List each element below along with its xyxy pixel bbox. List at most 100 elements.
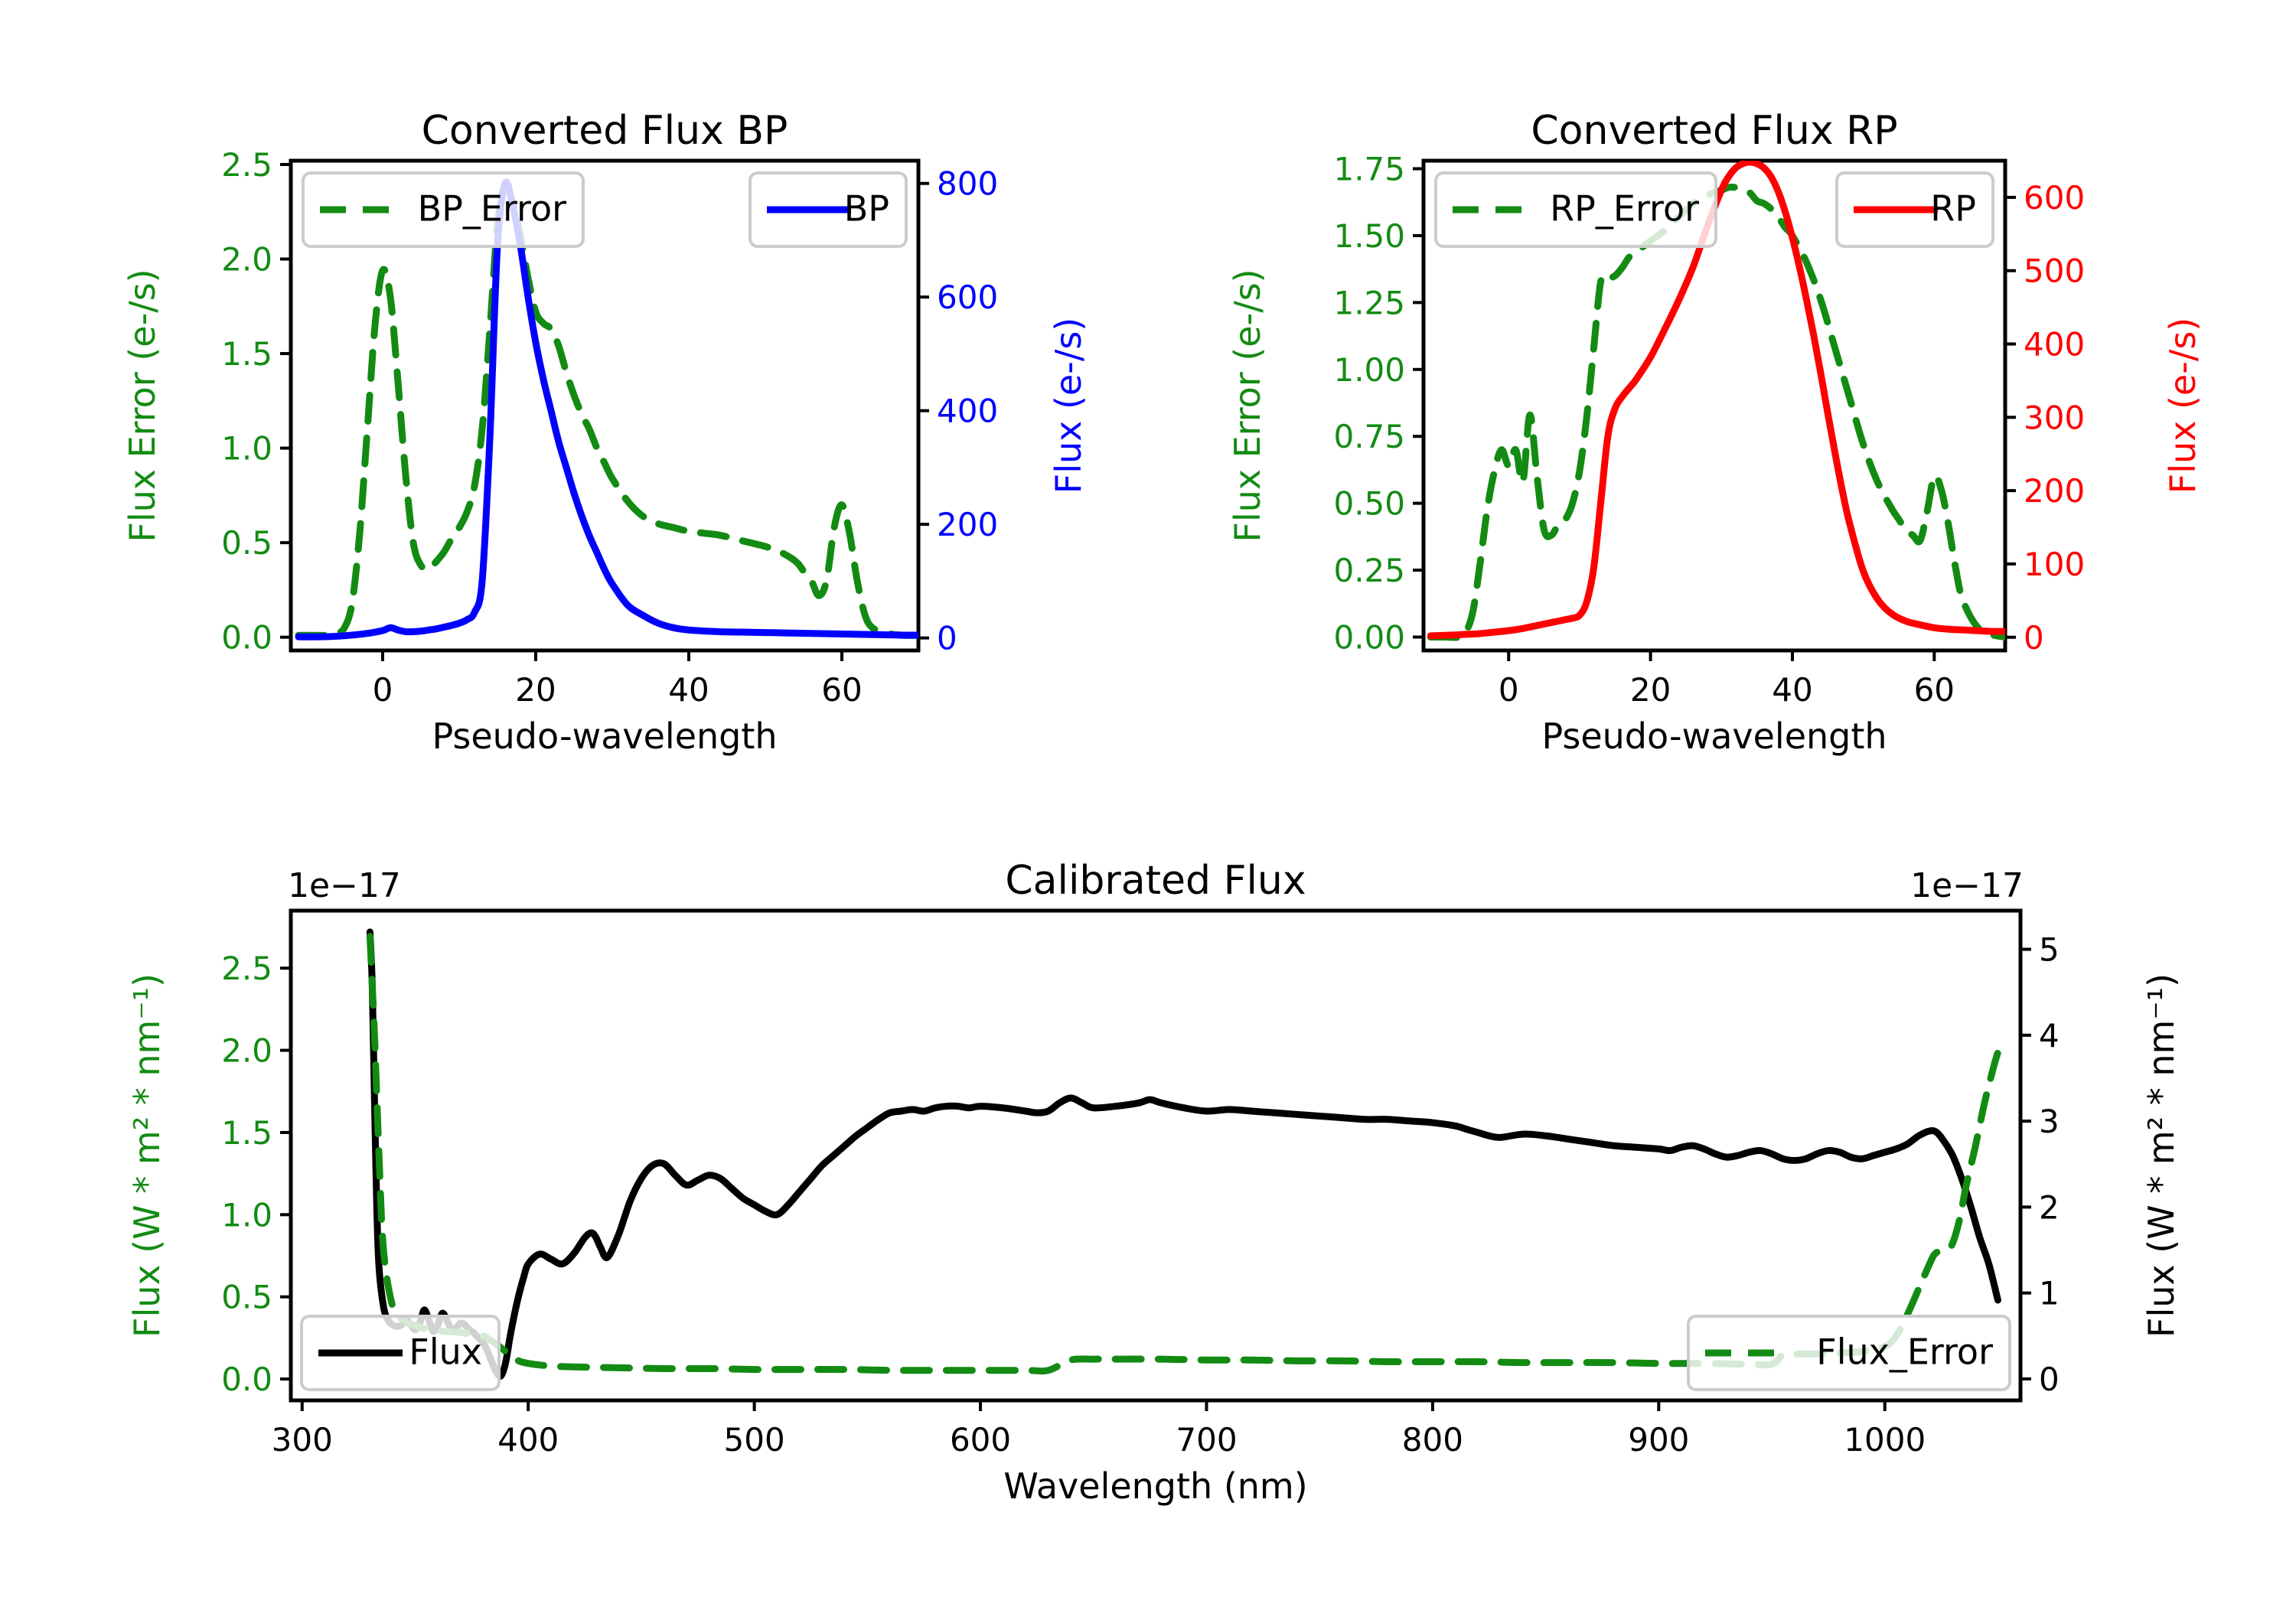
bp-left-y-axis-title: Flux Error (e-/s): [122, 269, 163, 542]
rp-left-ytick-label: 1.50: [1333, 217, 1405, 255]
bp-left-ytick-label: 2.5: [221, 146, 272, 184]
calibrated-xtick-label: 500: [724, 1421, 785, 1459]
bp-right-ytick-label: 800: [937, 165, 998, 203]
bp-left-ytick-label: 2.0: [221, 240, 272, 278]
rp-plot-frame: [1421, 158, 2007, 653]
calibrated-series-flux: [366, 928, 2001, 1380]
calibrated-xtick-label: 600: [950, 1421, 1011, 1459]
bp-left-y-axis: 0.0 0.5 1.0 1.5 2.0 2.5: [221, 146, 291, 657]
rp-right-ytick-label: 500: [2024, 253, 2085, 290]
bp-series-bp: [295, 178, 918, 641]
bp-xtick-label: 0: [373, 671, 393, 709]
calibrated-x-axis: 300 400 500 600 700 800 900 1000: [272, 1400, 1926, 1459]
calibrated-right-y-axis-title: Flux (W * m² * nm⁻¹): [2141, 973, 2182, 1338]
calibrated-right-ytick-label: 4: [2039, 1017, 2060, 1054]
calibrated-x-axis-title: Wavelength (nm): [1003, 1465, 1307, 1507]
rp-left-ytick-label: 0.50: [1333, 485, 1405, 523]
rp-left-ytick-label: 0.25: [1333, 552, 1405, 589]
calibrated-title: Calibrated Flux: [1005, 858, 1306, 904]
calibrated-left-y-axis-title: Flux (W * m² * nm⁻¹): [126, 973, 168, 1338]
rp-xtick-label: 20: [1630, 671, 1671, 709]
calibrated-right-ytick-label: 5: [2039, 931, 2060, 969]
legend-label: BP_Error: [418, 188, 567, 230]
converted-flux-bp-panel: Converted Flux BP 0 20 40 60 Pseudo-wavelengt…: [92, 92, 1102, 796]
bp-series-bp-error: [295, 183, 918, 639]
bp-plot-frame: [289, 158, 921, 653]
calibrated-left-ytick-label: 0.0: [221, 1361, 272, 1398]
rp-x-axis: 0 20 40 60: [1499, 650, 1955, 709]
calibrated-legend-flux-error[interactable]: Flux_Error: [1687, 1315, 2011, 1391]
calibrated-right-ytick-label: 2: [2039, 1188, 2060, 1226]
bp-left-ytick-label: 1.0: [221, 430, 272, 468]
rp-right-ytick-label: 200: [2024, 472, 2085, 510]
rp-title: Converted Flux RP: [1531, 108, 1897, 154]
rp-left-ytick-label: 1.75: [1333, 150, 1405, 187]
rp-left-ytick-label: 1.00: [1333, 351, 1405, 389]
rp-series-rp: [1427, 161, 2005, 640]
calibrated-chart: Calibrated Flux 1e−17 1e−17 300 400 500 600 700…: [126, 858, 2182, 1507]
calibrated-xtick-label: 1000: [1844, 1421, 1926, 1459]
rp-right-ytick-label: 300: [2024, 399, 2085, 436]
calibrated-xtick-label: 800: [1402, 1421, 1463, 1459]
rp-xtick-label: 40: [1772, 671, 1812, 709]
calibrated-left-ytick-label: 0.5: [221, 1279, 272, 1316]
bp-right-ytick-label: 200: [937, 506, 998, 543]
rp-right-y-axis: 0 100 200 300 400 500 600: [2005, 179, 2085, 657]
legend-label: BP: [844, 188, 889, 230]
calibrated-right-ytick-label: 0: [2039, 1361, 2060, 1398]
calibrated-left-offset-label: 1e−17: [288, 866, 401, 905]
rp-left-ytick-label: 0.75: [1333, 418, 1405, 455]
bp-legend-bp[interactable]: BP: [748, 171, 908, 248]
calibrated-xtick-label: 400: [497, 1421, 559, 1459]
bp-title: Converted Flux BP: [422, 108, 788, 154]
bp-chart: Converted Flux BP 0 20 40 60 Pseudo-wavelengt…: [122, 108, 1089, 757]
rp-xtick-label: 0: [1499, 671, 1519, 709]
bp-right-y-axis: 0 200 400 600 800: [918, 165, 998, 657]
rp-xtick-label: 60: [1914, 671, 1955, 709]
bp-x-axis-title: Pseudo-wavelength: [432, 715, 777, 757]
bp-x-axis: 0 20 40 60: [373, 650, 863, 709]
bp-xtick-label: 60: [821, 671, 862, 709]
calibrated-plot-frame: [289, 908, 2023, 1403]
converted-flux-rp-panel: Converted Flux RP 0 20 40 60 Pseudo-wavelengt…: [1194, 92, 2212, 796]
rp-left-ytick-label: 0.00: [1333, 619, 1405, 657]
legend-label: RP_Error: [1550, 188, 1699, 230]
calibrated-left-ytick-label: 1.5: [221, 1114, 272, 1152]
rp-series-rp-error: [1427, 184, 2005, 641]
rp-right-ytick-label: 0: [2024, 619, 2044, 657]
bp-right-ytick-label: 600: [937, 279, 998, 316]
calibrated-right-offset-label: 1e−17: [1910, 866, 2024, 905]
calibrated-xtick-label: 900: [1628, 1421, 1689, 1459]
calibrated-flux-panel: Calibrated Flux 1e−17 1e−17 300 400 500 600 700…: [92, 842, 2227, 1576]
calibrated-right-ytick-label: 1: [2039, 1275, 2060, 1312]
rp-left-ytick-label: 1.25: [1333, 284, 1405, 321]
bp-legend-bp-error[interactable]: BP_Error: [302, 171, 585, 248]
bp-right-y-axis-title: Flux (e-/s): [1048, 318, 1089, 494]
legend-label: Flux: [409, 1332, 482, 1373]
calibrated-left-y-axis: 0.0 0.5 1.0 1.5 2.0 2.5: [221, 950, 291, 1398]
legend-label: RP: [1930, 188, 1976, 230]
calibrated-right-ytick-label: 3: [2039, 1103, 2060, 1140]
calibrated-left-ytick-label: 2.0: [221, 1032, 272, 1070]
rp-right-ytick-label: 600: [2024, 179, 2085, 217]
bp-right-ytick-label: 400: [937, 393, 998, 430]
rp-right-y-axis-title: Flux (e-/s): [2162, 318, 2203, 494]
legend-label: Flux_Error: [1816, 1332, 1993, 1373]
calibrated-right-y-axis: 0 1 2 3 4 5: [2020, 931, 2060, 1398]
calibrated-left-ytick-label: 1.0: [221, 1196, 272, 1234]
rp-left-y-axis-title: Flux Error (e-/s): [1227, 269, 1268, 542]
rp-chart: Converted Flux RP 0 20 40 60 Pseudo-wavelengt…: [1227, 108, 2203, 757]
calibrated-xtick-label: 300: [272, 1421, 333, 1459]
bp-right-ytick-label: 0: [937, 620, 957, 657]
calibrated-xtick-label: 700: [1176, 1421, 1237, 1459]
bp-xtick-label: 40: [668, 671, 709, 709]
rp-right-ytick-label: 400: [2024, 326, 2085, 363]
rp-right-ytick-label: 100: [2024, 546, 2085, 583]
bp-left-ytick-label: 0.5: [221, 524, 272, 562]
calibrated-legend-flux[interactable]: Flux: [300, 1315, 501, 1391]
rp-x-axis-title: Pseudo-wavelength: [1541, 715, 1887, 757]
rp-legend-rp[interactable]: RP: [1835, 171, 1994, 248]
rp-legend-rp-error[interactable]: RP_Error: [1434, 171, 1717, 248]
calibrated-left-ytick-label: 2.5: [221, 950, 272, 987]
